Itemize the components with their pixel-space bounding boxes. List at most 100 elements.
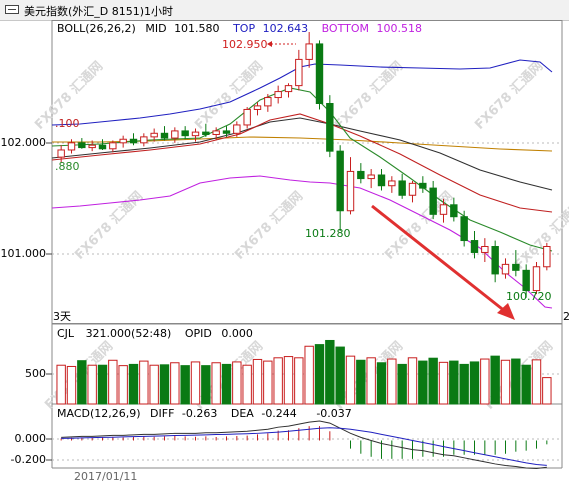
- window-title: 美元指数(外汇_D 8151)1小时: [24, 5, 174, 18]
- volume-bar: [438, 361, 449, 405]
- candle-body: [326, 103, 334, 152]
- macd-axis-label-bottom: -0.200: [10, 453, 46, 466]
- candle-body: [470, 240, 479, 253]
- volume-bar: [128, 363, 139, 405]
- candle-body: [264, 97, 272, 107]
- volume-bar: [273, 357, 283, 405]
- price-chart[interactable]: FX678 汇通网 FX678 汇通网 FX678 汇通网 FX678 汇通网 …: [0, 20, 569, 485]
- macd-dea-line: [61, 427, 547, 466]
- boll-bottom-label: BOTTOM: [321, 22, 369, 35]
- volume-value: 321.000(52:48): [85, 327, 172, 340]
- candle-body: [336, 150, 344, 212]
- candle-body: [253, 105, 262, 110]
- edge-label-left-top: .100: [55, 117, 80, 130]
- volume-bar: [77, 360, 87, 405]
- volume-bar: [201, 365, 211, 405]
- volume-bar: [180, 365, 190, 405]
- watermark-8: FX678 汇通网: [512, 198, 569, 273]
- candle-body: [191, 131, 200, 137]
- candle-body: [315, 43, 324, 104]
- candle-body: [357, 170, 365, 180]
- volume-bar: [118, 365, 128, 405]
- opid-label: OPID: [184, 327, 212, 340]
- volume-bar: [500, 359, 511, 405]
- volume-bar: [459, 363, 469, 405]
- annotation-high-arrowhead: [267, 41, 272, 47]
- candle-body: [522, 269, 530, 292]
- candle-body: [439, 204, 448, 215]
- boll-top-label: TOP: [233, 22, 256, 35]
- volume-bar: [304, 345, 314, 405]
- candle-body: [481, 246, 489, 253]
- volume-bar: [356, 359, 366, 405]
- volume-bar: [511, 358, 521, 405]
- watermark-5: FX678 汇通网: [72, 188, 147, 263]
- candle-body: [109, 142, 117, 150]
- macd-series: [60, 420, 548, 470]
- annotation-high-label: 102.950: [222, 38, 268, 51]
- candle-body: [57, 149, 65, 158]
- candle-body: [181, 130, 189, 137]
- candlestick-series: [57, 32, 551, 298]
- macd-diff-value: -0.263: [181, 407, 218, 420]
- volume-bar: [407, 357, 418, 405]
- candle-body: [377, 174, 386, 187]
- volume-bar: [149, 364, 159, 405]
- candle-body: [295, 58, 303, 87]
- edge-label-right-corner: 2: [563, 310, 569, 323]
- annotation-low1-label: 101.280: [305, 227, 351, 240]
- volume-bar: [335, 346, 345, 405]
- volume-bar: [490, 355, 500, 405]
- volume-bar: [87, 364, 97, 405]
- volume-bar: [521, 364, 531, 405]
- volume-bar: [252, 358, 263, 405]
- macd-indicator-header[interactable]: MACD(12,26,9) DIFF -0.263 DEA -0.244 -0.…: [57, 407, 352, 420]
- candle-body: [512, 263, 520, 271]
- ma-green-line: [51, 87, 553, 252]
- volume-bar: [232, 361, 242, 405]
- candle-body: [171, 130, 179, 139]
- ma-dark-line: [51, 117, 553, 191]
- macd-dea-label: DEA: [230, 407, 254, 420]
- volume-bar: [387, 358, 397, 405]
- candle-body: [367, 174, 375, 180]
- watermark-6: FX678 汇通网: [232, 188, 307, 263]
- candle-body: [543, 246, 551, 268]
- volume-bar: [542, 377, 552, 405]
- candle-body: [243, 108, 251, 126]
- candle-body: [119, 138, 127, 144]
- macd-axis-label-top: 0.000: [14, 432, 47, 445]
- trend-arrow-head: [497, 303, 515, 320]
- trend-arrow-shaft: [371, 204, 507, 314]
- candle-body: [388, 180, 396, 187]
- volume-bar: [283, 356, 294, 405]
- volume-axis-label: 500: [25, 367, 46, 380]
- watermark-7: FX678 汇通网: [382, 188, 457, 263]
- volume-bar: [66, 365, 77, 405]
- volume-bar: [449, 360, 459, 405]
- edge-label-left-bottom: .880: [55, 160, 80, 173]
- candle-body: [501, 263, 510, 275]
- candle-body: [419, 182, 427, 189]
- boll-bottom-value: 100.518: [376, 22, 422, 35]
- volume-bar: [242, 364, 252, 405]
- annotation-low2-label: 100.720: [506, 290, 552, 303]
- candle-body: [305, 43, 313, 60]
- candle-body: [346, 170, 355, 212]
- volume-indicator-header[interactable]: CJL 321.000(52:48) OPID 0.000: [57, 327, 253, 340]
- candle-body: [274, 91, 282, 99]
- macd-diff-label: DIFF: [150, 407, 175, 420]
- volume-bar: [314, 344, 325, 405]
- volume-bars: [56, 339, 552, 405]
- volume-bar: [325, 339, 335, 405]
- candle-body: [429, 187, 437, 215]
- candle-body: [460, 216, 468, 242]
- candle-body: [67, 142, 76, 151]
- candle-body: [233, 124, 241, 134]
- volume-bar: [366, 357, 376, 405]
- indicator-lines: [51, 59, 553, 309]
- boll-bottom-line: [51, 175, 553, 309]
- volume-bar: [428, 357, 438, 405]
- candle-body: [140, 136, 148, 144]
- boll-indicator-header[interactable]: BOLL(26,26,2) MID 101.580 TOP 102.643 BO…: [57, 22, 422, 35]
